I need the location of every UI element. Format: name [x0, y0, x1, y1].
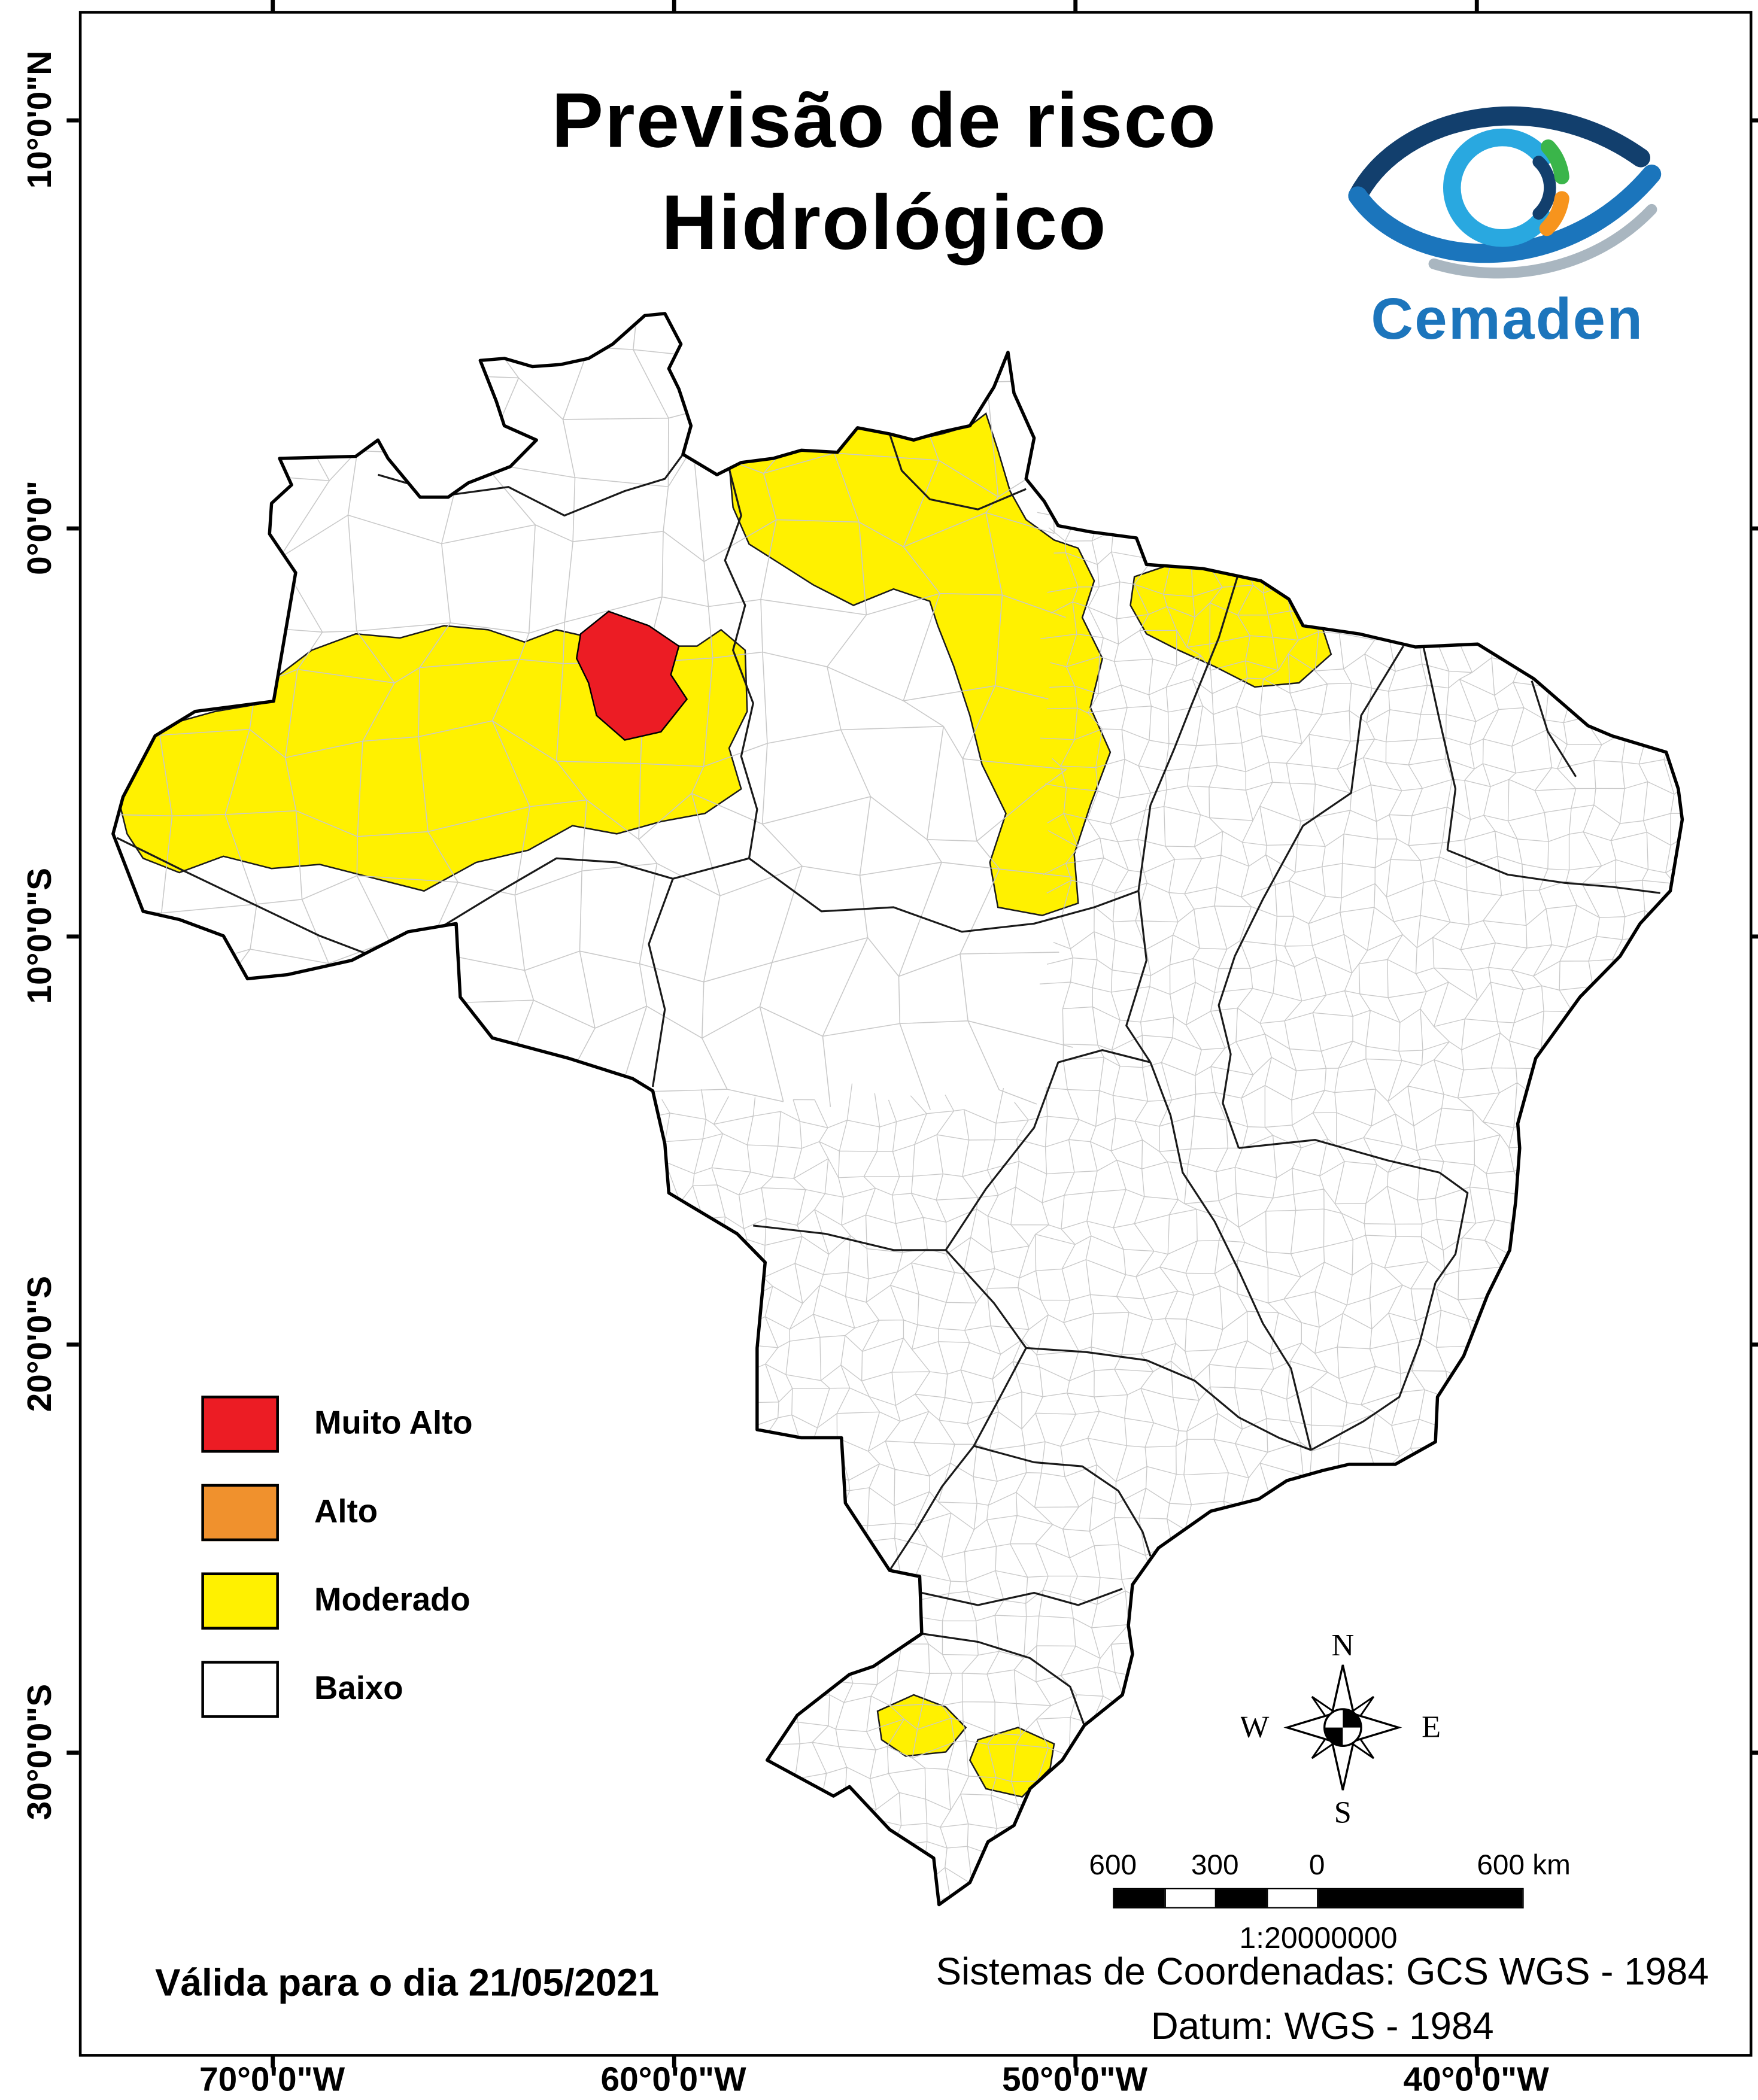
legend-swatch-muito-alto — [201, 1395, 279, 1453]
compass-hub-quadrant — [1324, 1727, 1343, 1746]
legend-item: Baixo — [201, 1661, 472, 1718]
scalebar-label: 0 — [1308, 1850, 1325, 1882]
axis-label-lat: 30°0'0"S — [21, 1683, 59, 1821]
tick — [1752, 526, 1758, 530]
scale-bar-segment — [1165, 1889, 1216, 1907]
legend-label: Alto — [314, 1493, 378, 1531]
tick — [1073, 2055, 1077, 2068]
axis-label-lon: 60°0'0"W — [600, 2061, 746, 2099]
tick — [672, 2055, 676, 2068]
compass-south-label: S — [1334, 1795, 1352, 1830]
cemaden-logo: Cemaden — [1344, 79, 1671, 354]
legend-item: Alto — [201, 1484, 472, 1542]
tick — [271, 0, 274, 13]
cemaden-eye-icon — [1348, 106, 1662, 279]
eye-c-swirl — [1443, 128, 1552, 247]
logo-wordmark: Cemaden — [1371, 287, 1644, 352]
tick — [1752, 934, 1758, 938]
tick — [66, 118, 79, 122]
tick — [1073, 0, 1077, 13]
axis-label-lat: 20°0'0"S — [21, 1275, 59, 1412]
coordinate-system-line: Sistemas de Coordenadas: GCS WGS - 1984 — [936, 1950, 1709, 1993]
eye-green-arc — [1541, 139, 1569, 184]
page-title-line2: Hidrológico — [661, 180, 1107, 268]
page-title-line1: Previsão de risco — [551, 77, 1217, 165]
axis-label-lon: 40°0'0"W — [1403, 2061, 1549, 2099]
tick — [1474, 0, 1478, 13]
legend-label: Baixo — [314, 1670, 403, 1707]
scale-ratio: 1:20000000 — [1239, 1920, 1398, 1955]
axis-label-lon: 50°0'0"W — [1001, 2061, 1148, 2099]
scale-bar-segment — [1114, 1889, 1165, 1907]
tick — [1752, 1342, 1758, 1347]
tick — [1474, 2055, 1478, 2068]
validity-date: Válida para o dia 21/05/2021 — [155, 1961, 660, 2004]
legend-item: Moderado — [201, 1572, 472, 1630]
eye-orange-arc — [1539, 191, 1569, 236]
tick — [66, 934, 79, 938]
eye-silver-swoosh — [1428, 203, 1657, 279]
legend-swatch-moderado — [201, 1572, 279, 1630]
axis-label-lat: 0°0'0" — [21, 480, 59, 575]
compass-north-label: N — [1331, 1630, 1354, 1663]
scale-bar-segment — [1317, 1889, 1523, 1907]
compass-hub-quadrant — [1343, 1709, 1362, 1728]
tick — [1752, 1750, 1758, 1754]
legend-label: Muito Alto — [314, 1405, 473, 1442]
legend: Muito Alto Alto Moderado Baixo — [201, 1395, 473, 1749]
compass-rose: N E S W — [1241, 1630, 1441, 1830]
compass-west-label: W — [1241, 1709, 1270, 1744]
eye-bottom-lid — [1348, 165, 1662, 263]
scale-bar-segment — [1216, 1889, 1267, 1907]
legend-swatch-baixo — [201, 1661, 279, 1718]
legend-item: Muito Alto — [201, 1395, 473, 1453]
scalebar-label: 300 — [1191, 1850, 1239, 1882]
axis-label-lat: 10°0'0"N — [21, 50, 59, 189]
coordinate-system-info: Sistemas de Coordenadas: GCS WGS - 1984 … — [936, 1945, 1709, 2053]
tick — [66, 1342, 79, 1347]
scale-bar-segment — [1267, 1889, 1318, 1907]
scalebar-label: 600 — [1089, 1850, 1137, 1882]
tick — [672, 0, 676, 13]
axis-label-lon: 70°0'0"W — [199, 2061, 345, 2099]
legend-label: Moderado — [314, 1582, 470, 1619]
tick — [66, 1750, 79, 1754]
datum-line: Datum: WGS - 1984 — [1150, 2004, 1494, 2047]
eye-top-lid — [1348, 106, 1651, 206]
tick — [271, 2055, 274, 2068]
brazil-map — [111, 312, 1684, 1907]
compass-east-label: E — [1422, 1709, 1441, 1744]
legend-swatch-alto — [201, 1484, 279, 1542]
tick — [66, 526, 79, 530]
scalebar-label: 600 km — [1477, 1850, 1571, 1882]
tick — [1752, 118, 1758, 122]
eye-inner-crescent — [1532, 156, 1556, 220]
page-title: Previsão de risco Hidrológico — [435, 71, 1333, 275]
scale-bar — [1113, 1888, 1524, 1908]
axis-label-lat: 10°0'0"S — [21, 868, 59, 1004]
